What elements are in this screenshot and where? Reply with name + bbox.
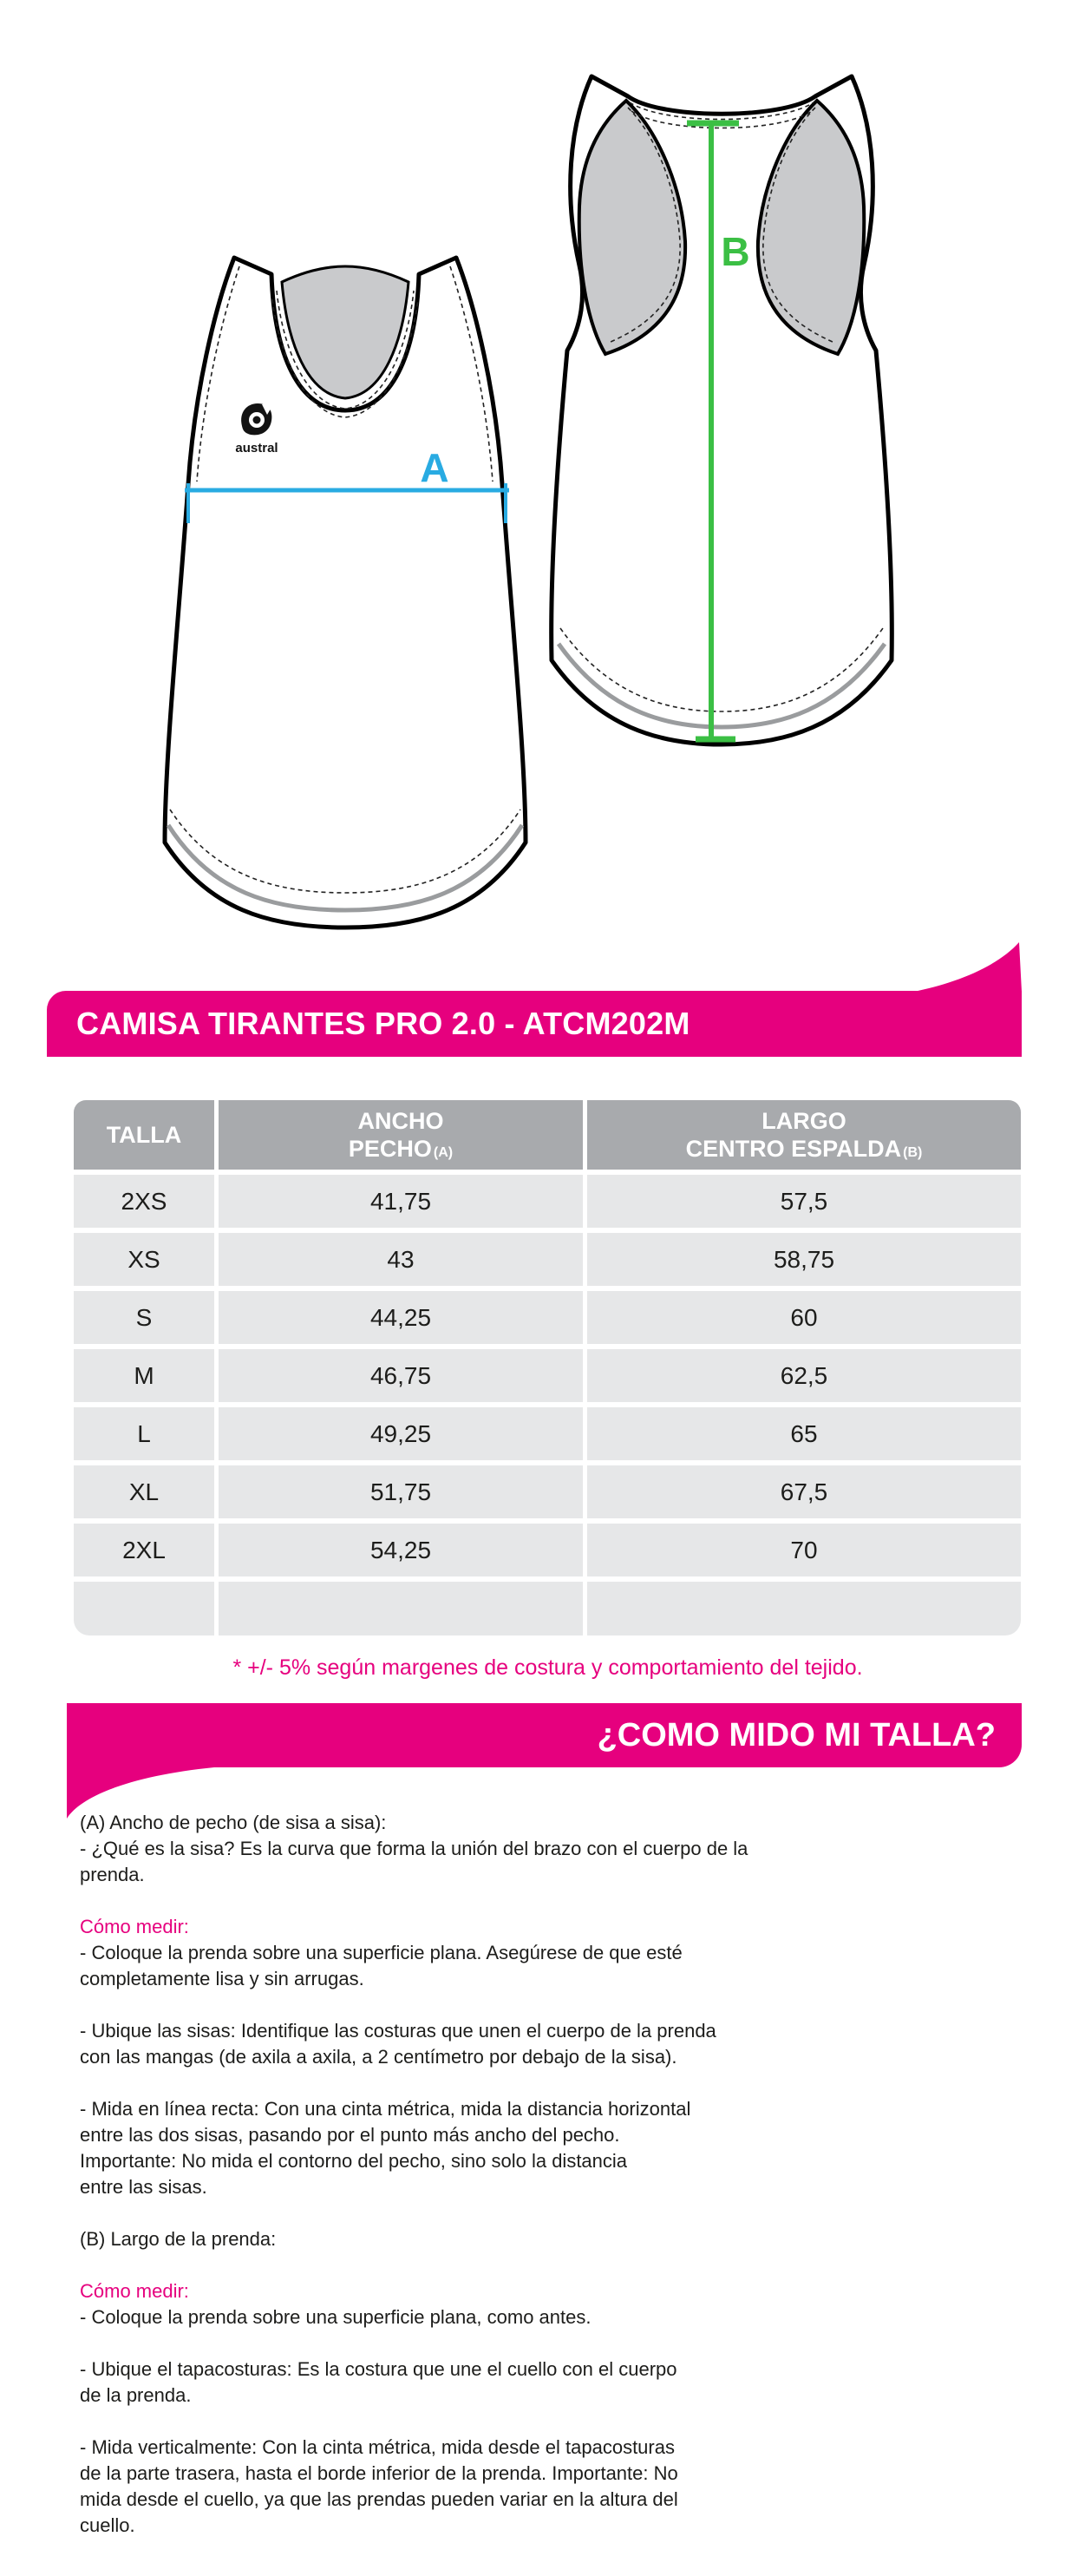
howto-paragraph: - Mida verticalmente: Con la cinta métri… (80, 2436, 678, 2536)
size-cell: 2XL (74, 1524, 214, 1576)
tolerance-note: * +/- 5% según margenes de costura y com… (232, 1655, 863, 1680)
measurement-cell: 65 (587, 1407, 1021, 1460)
front-hem-line (166, 823, 525, 913)
measurement-cell: 54,25 (219, 1524, 583, 1576)
measurement-cell (587, 1582, 1021, 1635)
howto-subheading: Cómo medir: (80, 1916, 189, 1937)
page-title: CAMISA TIRANTES PRO 2.0 - ATCM202M (76, 1006, 690, 1041)
measurement-cell: 43 (219, 1233, 583, 1286)
howto-paragraph: - Coloque la prenda sobre una superficie… (80, 1942, 683, 1989)
howto-title: ¿COMO MIDO MI TALLA? (597, 1716, 996, 1753)
measurement-cell: 44,25 (219, 1291, 583, 1344)
brand-logo: austral (235, 403, 278, 456)
howto-bar-swoosh (67, 1766, 214, 1819)
back-armhole-left (577, 98, 688, 357)
measurement-cell: 58,75 (587, 1233, 1021, 1286)
measurement-cell (219, 1582, 583, 1635)
size-cell (74, 1582, 214, 1635)
back-tank-drawing: B (549, 74, 894, 747)
measurement-cell: 62,5 (587, 1349, 1021, 1402)
measure-label-a: A (420, 445, 448, 490)
measurement-cell: 67,5 (587, 1465, 1021, 1518)
table-header-cell: LARGO CENTRO ESPALDA (B) (587, 1100, 1021, 1170)
size-cell: M (74, 1349, 214, 1402)
front-neck-back-panel (280, 265, 410, 400)
howto-paragraph: - Coloque la prenda sobre una superficie… (80, 2306, 592, 2328)
size-table: TALLA ANCHO PECHO (A) LARGO CENTRO ESPALDA (B)… (74, 1100, 1021, 1635)
howto-paragraph: (B) Largo de la prenda: (80, 2228, 277, 2250)
size-cell: XL (74, 1465, 214, 1518)
size-cell: 2XS (74, 1175, 214, 1228)
howto-paragraph: (A) Ancho de pecho (de sisa a sisa): - ¿… (80, 1812, 748, 1885)
measure-label-b: B (721, 229, 749, 274)
back-stitching (559, 102, 884, 712)
howto-paragraph: - Ubique el tapacosturas: Es la costura … (80, 2358, 677, 2406)
howto-paragraph: - Ubique las sisas: Identifique las cost… (80, 2020, 716, 2068)
measurement-cell: 49,25 (219, 1407, 583, 1460)
title-bar: CAMISA TIRANTES PRO 2.0 - ATCM202M (47, 991, 1022, 1057)
measurement-cell: 57,5 (587, 1175, 1021, 1228)
front-stitching (169, 265, 521, 894)
measurement-cell: 51,75 (219, 1465, 583, 1518)
table-header-cell: ANCHO PECHO (A) (219, 1100, 583, 1170)
howto-paragraph: - Mida en línea recta: Con una cinta mét… (80, 2098, 691, 2198)
measurement-cell: 46,75 (219, 1349, 583, 1402)
measure-line-a (185, 483, 509, 523)
measurement-cell: 60 (587, 1291, 1021, 1344)
brand-logo-text: austral (235, 441, 278, 456)
howto-subheading: Cómo medir: (80, 2280, 189, 2302)
howto-bar: ¿COMO MIDO MI TALLA? (67, 1703, 1022, 1767)
front-tank-drawing: austral A (162, 255, 528, 930)
measurement-cell: 70 (587, 1524, 1021, 1576)
size-cell: S (74, 1291, 214, 1344)
back-hem-line (556, 642, 887, 730)
howto-instructions: (A) Ancho de pecho (de sisa a sisa): - ¿… (80, 1810, 1022, 2565)
size-cell: XS (74, 1233, 214, 1286)
measure-line-b (687, 120, 739, 743)
table-header-cell: TALLA (74, 1100, 214, 1170)
title-bar-swoosh (913, 942, 1022, 992)
back-armhole-right (755, 98, 866, 357)
size-cell: L (74, 1407, 214, 1460)
measurement-cell: 41,75 (219, 1175, 583, 1228)
